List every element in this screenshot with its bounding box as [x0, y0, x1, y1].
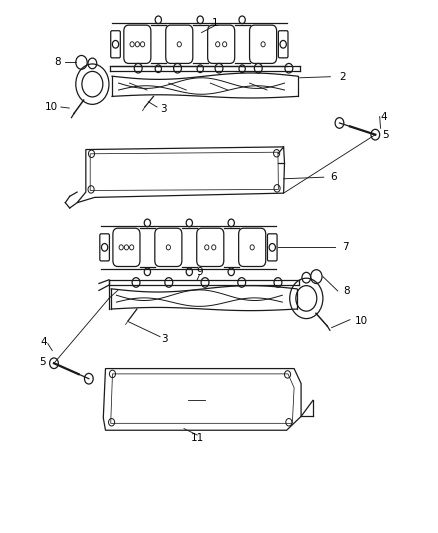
Text: 6: 6 [330, 172, 337, 182]
Text: 2: 2 [339, 72, 346, 82]
Text: 10: 10 [354, 316, 367, 326]
Text: 8: 8 [54, 58, 61, 67]
Text: 11: 11 [191, 433, 204, 443]
Text: 8: 8 [343, 286, 350, 296]
Text: 3: 3 [160, 103, 166, 114]
Text: 1: 1 [211, 18, 218, 28]
Text: 10: 10 [44, 102, 57, 112]
Text: 7: 7 [343, 243, 349, 252]
Text: 5: 5 [382, 130, 389, 140]
Text: 3: 3 [161, 334, 168, 344]
Text: 4: 4 [381, 111, 387, 122]
Text: 5: 5 [39, 357, 46, 367]
Text: 9: 9 [196, 267, 203, 277]
Text: 4: 4 [40, 337, 47, 347]
